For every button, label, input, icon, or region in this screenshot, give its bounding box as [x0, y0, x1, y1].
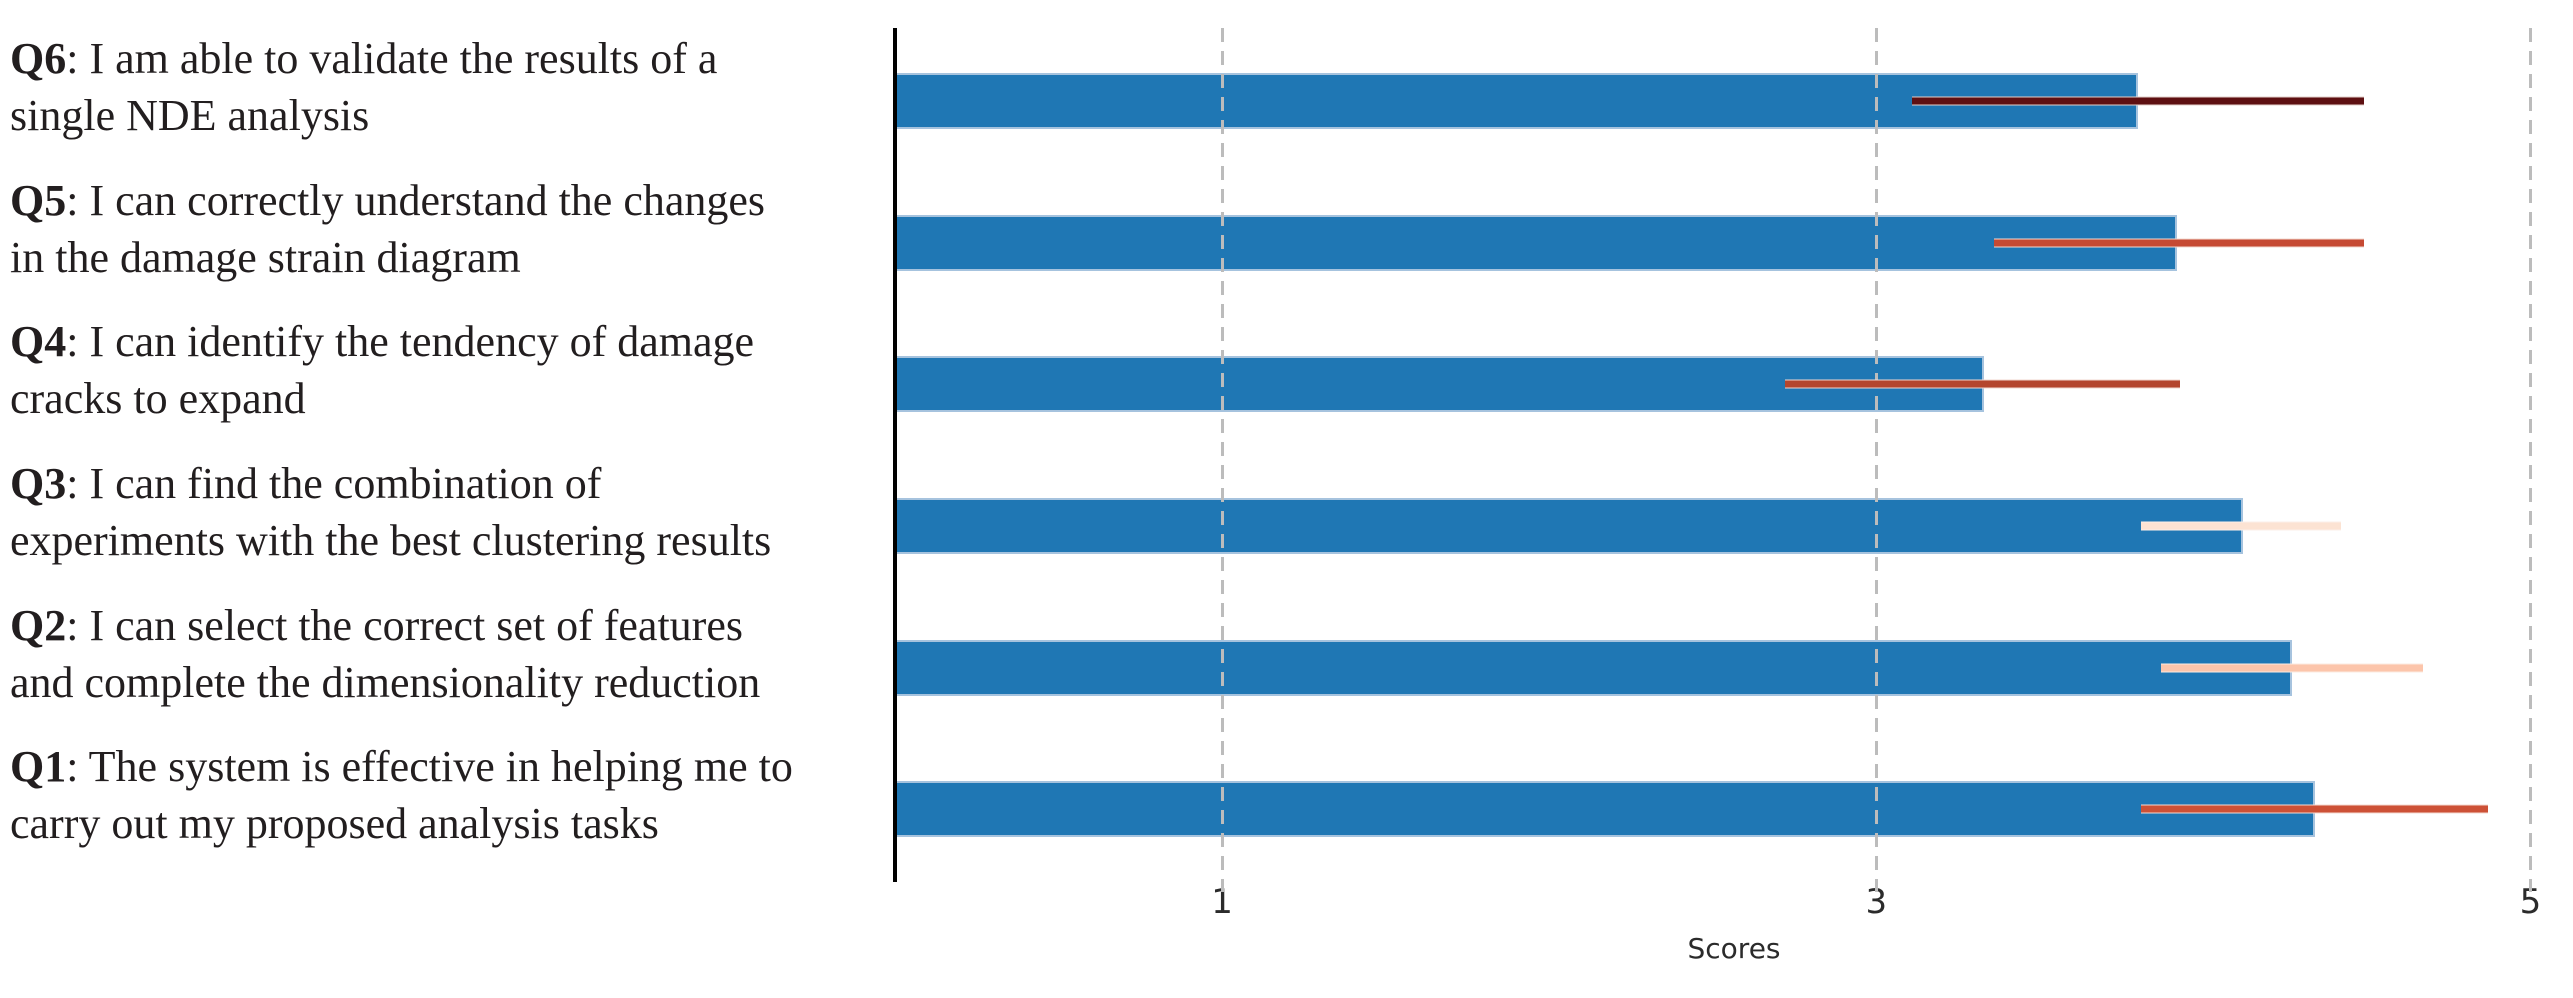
question-label-q6: Q6: I am able to validate the results of…: [0, 30, 717, 144]
question-id: Q3: [10, 458, 67, 508]
bar-row-q1: [895, 738, 2573, 880]
gridline-3: [1874, 28, 1878, 892]
question-label-q3: Q3: I can find the combination of experi…: [0, 455, 771, 569]
error-bar-q4: [1784, 379, 2181, 389]
label-row-q5: Q5: I can correctly understand the chang…: [0, 172, 890, 314]
bars-container: [895, 30, 2573, 880]
question-id: Q6: [10, 33, 67, 83]
label-row-q4: Q4: I can identify the tendency of damag…: [0, 313, 890, 455]
gridline-1: [1220, 28, 1224, 892]
score-bar-q2: [895, 639, 2292, 696]
label-line-1: Q4: I can identify the tendency of damag…: [10, 317, 755, 367]
question-label-q4: Q4: I can identify the tendency of damag…: [0, 313, 754, 427]
y-axis-question-labels: Q6: I am able to validate the results of…: [0, 30, 890, 880]
score-bar-q5: [895, 214, 2178, 271]
label-row-q6: Q6: I am able to validate the results of…: [0, 30, 890, 172]
error-bar-q3: [2141, 521, 2341, 531]
label-line-2: and complete the dimensionality reductio…: [10, 657, 761, 707]
x-tick-label-3: 3: [1865, 882, 1888, 922]
question-label-q1: Q1: The system is effective in helping m…: [0, 738, 793, 852]
error-bar-q2: [2160, 663, 2423, 673]
error-bar-q6: [1912, 96, 2364, 106]
question-label-q5: Q5: I can correctly understand the chang…: [0, 172, 765, 286]
gridline-5: [2528, 28, 2532, 892]
label-line-2: carry out my proposed analysis tasks: [10, 799, 659, 849]
x-axis-title: Scores: [1687, 932, 1781, 965]
plot-area: 1 3 5 Scores: [895, 28, 2573, 965]
question-id: Q2: [10, 600, 67, 650]
bar-row-q2: [895, 597, 2573, 739]
bar-row-q6: [895, 30, 2573, 172]
y-axis-spine: [893, 28, 897, 882]
error-bar-q1: [2141, 804, 2488, 814]
x-tick-label-1: 1: [1211, 882, 1233, 922]
label-line-1: Q3: I can find the combination of: [10, 458, 602, 508]
question-label-q2: Q2: I can select the correct set of feat…: [0, 597, 760, 711]
label-line-2: cracks to expand: [10, 374, 306, 424]
label-line-1: Q2: I can select the correct set of feat…: [10, 600, 743, 650]
bar-row-q3: [895, 455, 2573, 597]
question-id: Q1: [10, 742, 67, 792]
label-row-q1: Q1: The system is effective in helping m…: [0, 738, 890, 880]
score-bar-q3: [895, 497, 2243, 554]
label-line-1: Q5: I can correctly understand the chang…: [10, 175, 766, 225]
label-row-q3: Q3: I can find the combination of experi…: [0, 455, 890, 597]
label-line-1: Q6: I am able to validate the results of…: [10, 33, 718, 83]
question-id: Q5: [10, 175, 67, 225]
error-bar-q5: [1994, 238, 2364, 247]
x-tick-label-5: 5: [2519, 882, 2542, 922]
question-id: Q4: [10, 317, 67, 367]
label-line-2: experiments with the best clustering res…: [10, 515, 772, 565]
label-line-2: single NDE analysis: [10, 90, 370, 140]
label-line-1: Q1: The system is effective in helping m…: [10, 742, 793, 792]
bar-row-q5: [895, 172, 2573, 314]
label-line-2: in the damage strain diagram: [10, 232, 521, 282]
bar-row-q4: [895, 313, 2573, 455]
score-bar-q1: [895, 781, 2315, 838]
label-row-q2: Q2: I can select the correct set of feat…: [0, 597, 890, 739]
